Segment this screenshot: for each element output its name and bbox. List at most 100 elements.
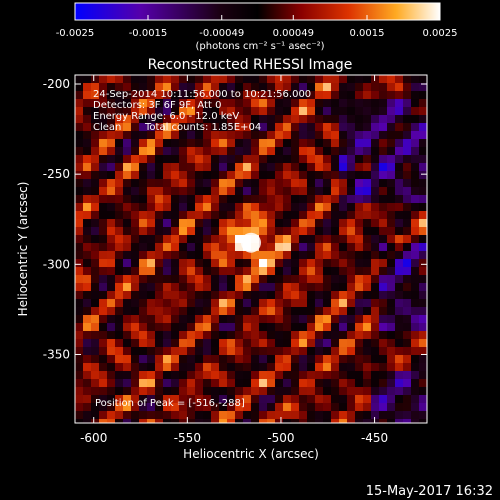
heatmap-cell: [267, 219, 275, 227]
heatmap-cell: [219, 419, 227, 423]
heatmap-cell: [307, 187, 315, 195]
heatmap-cell: [123, 131, 131, 139]
heatmap-cell: [131, 107, 139, 115]
heatmap-cell: [195, 99, 203, 107]
heatmap-cell: [219, 179, 227, 187]
heatmap-cell: [259, 371, 267, 379]
heatmap-cell: [171, 355, 179, 363]
heatmap-cell: [171, 83, 179, 91]
heatmap-cell: [195, 371, 203, 379]
heatmap-cell: [139, 291, 147, 299]
heatmap-cell: [235, 139, 243, 147]
heatmap-cell: [387, 363, 395, 371]
heatmap-cell: [243, 99, 251, 107]
heatmap-cell: [259, 355, 267, 363]
heatmap-cell: [251, 355, 259, 363]
heatmap-cell: [171, 75, 179, 83]
heatmap-cell: [395, 339, 403, 347]
heatmap-cell: [147, 211, 155, 219]
heatmap-cell: [123, 347, 131, 355]
heatmap-cell: [243, 387, 251, 395]
heatmap-cell: [339, 323, 347, 331]
heatmap-cell: [339, 379, 347, 387]
heatmap-cell: [323, 403, 331, 411]
heatmap-cell: [355, 355, 363, 363]
heatmap-cell: [211, 291, 219, 299]
heatmap-cell: [99, 379, 107, 387]
heatmap-cell: [203, 419, 211, 423]
heatmap-cell: [387, 267, 395, 275]
heatmap-cell: [275, 91, 283, 99]
heatmap-cell: [235, 259, 243, 267]
heatmap-cell: [155, 139, 163, 147]
heatmap-cell: [395, 267, 403, 275]
heatmap-cell: [75, 251, 83, 259]
heatmap-cell: [131, 155, 139, 163]
heatmap-cell: [275, 75, 283, 83]
heatmap-cell: [139, 211, 147, 219]
heatmap-cell: [355, 283, 363, 291]
heatmap-cell: [379, 147, 387, 155]
heatmap-cell: [235, 267, 243, 275]
heatmap-cell: [211, 411, 219, 419]
heatmap-cell: [179, 315, 187, 323]
heatmap-cell: [227, 131, 235, 139]
heatmap-cell: [299, 91, 307, 99]
heatmap-cell: [179, 243, 187, 251]
heatmap-cell: [91, 147, 99, 155]
heatmap-cell: [179, 379, 187, 387]
heatmap-cell: [115, 75, 123, 83]
heatmap-cell: [299, 371, 307, 379]
heatmap-cell: [227, 187, 235, 195]
heatmap-cell: [107, 83, 115, 91]
heatmap-cell: [275, 115, 283, 123]
heatmap-cell: [403, 75, 411, 83]
heatmap-cell: [155, 187, 163, 195]
heatmap-cell: [147, 379, 155, 387]
heatmap-cell: [99, 411, 107, 419]
heatmap-cell: [123, 219, 131, 227]
heatmap-cell: [371, 371, 379, 379]
heatmap-cell: [275, 163, 283, 171]
heatmap-cell: [243, 419, 251, 423]
heatmap-cell: [363, 259, 371, 267]
heatmap-cell: [307, 347, 315, 355]
heatmap-cell: [139, 371, 147, 379]
heatmap-cell: [75, 99, 83, 107]
heatmap-cell: [75, 275, 83, 283]
heatmap-cell: [371, 235, 379, 243]
heatmap-cell: [275, 187, 283, 195]
heatmap-cell: [147, 395, 155, 403]
heatmap-cell: [139, 331, 147, 339]
heatmap-cell: [251, 331, 259, 339]
heatmap-cell: [395, 363, 403, 371]
heatmap-cell: [219, 355, 227, 363]
heatmap-cell: [91, 75, 99, 83]
heatmap-cell: [187, 395, 195, 403]
heatmap-cell: [123, 387, 131, 395]
heatmap-cell: [291, 339, 299, 347]
heatmap-cell: [259, 347, 267, 355]
heatmap-cell: [291, 411, 299, 419]
heatmap-cell: [371, 171, 379, 179]
heatmap-cell: [187, 403, 195, 411]
heatmap-cell: [195, 219, 203, 227]
heatmap-cell: [227, 347, 235, 355]
heatmap-cell: [251, 211, 259, 219]
heatmap-cell: [291, 147, 299, 155]
heatmap-cell: [339, 363, 347, 371]
heatmap-cell: [267, 139, 275, 147]
heatmap-cell: [283, 91, 291, 99]
heatmap-cell: [147, 307, 155, 315]
heatmap-cell: [387, 395, 395, 403]
heatmap-cell: [251, 395, 259, 403]
heatmap-cell: [395, 163, 403, 171]
heatmap-cell: [227, 307, 235, 315]
heatmap-cell: [387, 99, 395, 107]
heatmap-cell: [355, 371, 363, 379]
heatmap-cell: [139, 195, 147, 203]
heatmap-cell: [283, 291, 291, 299]
heatmap-cell: [419, 163, 427, 171]
heatmap-cell: [203, 299, 211, 307]
heatmap-cell: [139, 299, 147, 307]
